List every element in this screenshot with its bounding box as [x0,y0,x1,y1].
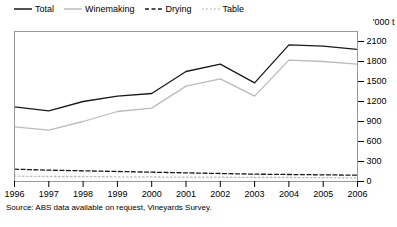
svg-text:2001: 2001 [176,189,196,199]
svg-text:600: 600 [367,136,382,146]
svg-text:0: 0 [367,176,372,186]
svg-text:300: 300 [367,156,382,166]
html-text:Total: Total [35,3,54,14]
svg-text:2002: 2002 [210,189,230,199]
svg-text:1800: 1800 [367,56,387,66]
svg-text:2006: 2006 [347,189,367,199]
html-text:Table: Table [222,3,245,14]
svg-text:2003: 2003 [245,189,265,199]
svg-text:2000: 2000 [142,189,162,199]
svg-text:2100: 2100 [367,36,387,46]
svg-text:1996: 1996 [4,189,24,199]
html-text:Winemaking: Winemaking [85,3,135,14]
svg-text:1997: 1997 [39,189,59,199]
svg-text:1998: 1998 [73,189,93,199]
svg-text:1200: 1200 [367,96,387,106]
svg-text:1999: 1999 [107,189,127,199]
svg-text:'000 t: '000 t [373,17,395,27]
svg-text:2004: 2004 [279,189,299,199]
html-text:Source: ABS data available on: Source: ABS data available on request, V… [6,203,212,212]
svg-text:2005: 2005 [313,189,333,199]
svg-text:900: 900 [367,116,382,126]
html-text:Drying: Drying [165,3,192,14]
svg-text:1500: 1500 [367,76,387,86]
